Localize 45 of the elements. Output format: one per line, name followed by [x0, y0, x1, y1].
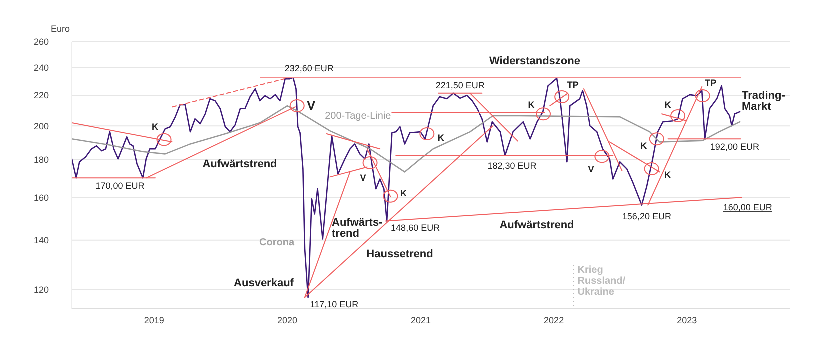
- annotation: 117,10 EUR: [310, 300, 360, 310]
- annotation: Aufwärtstrend: [500, 220, 574, 232]
- annotation: V: [360, 173, 366, 184]
- annotation: Ausverkauf: [234, 278, 294, 290]
- annotation: 156,20 EUR: [622, 211, 672, 222]
- annotation: 170,00 EUR: [96, 181, 146, 192]
- y-tick-label: 220: [34, 90, 50, 101]
- annotation: K: [400, 188, 408, 198]
- y-axis-title: Euro: [51, 24, 70, 34]
- y-tick-label: 120: [34, 284, 50, 295]
- annotation: Aufwärtstrend: [202, 158, 278, 170]
- annotation: 182,30 EUR: [488, 160, 538, 171]
- annotation: V: [588, 164, 594, 175]
- annotation: 192,00 EUR: [710, 142, 760, 152]
- annotation: K: [438, 133, 445, 144]
- annotation: K: [528, 100, 536, 110]
- annotation: K: [664, 170, 672, 180]
- x-tick-label: 2019: [144, 315, 164, 326]
- ref-line-label: Krieg Russland/ Ukraine: [578, 265, 626, 298]
- annotation: Haussetrend: [366, 248, 434, 260]
- series-label: 200-Tage-Linie: [325, 111, 392, 122]
- annotation: Trading- Markt: [742, 90, 786, 113]
- x-tick-label: 2023: [677, 315, 698, 326]
- annotation: 148,60 EUR: [391, 223, 441, 234]
- x-tick-label: 2020: [277, 315, 298, 326]
- y-tick-label: 140: [34, 236, 50, 246]
- annotation: Aufwärts- trend: [332, 217, 383, 240]
- annotation: Widerstandszone: [490, 56, 580, 68]
- y-tick-label: 200: [34, 121, 50, 132]
- annotation: Corona: [260, 238, 294, 248]
- x-tick-label: 2022: [544, 315, 564, 326]
- y-tick-label: 160: [34, 192, 50, 203]
- annotation: TP: [567, 80, 579, 90]
- annotation: V: [307, 98, 316, 114]
- y-tick-label: 180: [34, 155, 50, 166]
- annotation: 221,50 EUR: [436, 80, 486, 90]
- annotation: K: [152, 122, 160, 132]
- annotation: 160,00 EUR: [723, 202, 773, 213]
- annotation: K: [640, 141, 648, 152]
- y-tick-label: 260: [34, 37, 50, 48]
- annotation: 232,60 EUR: [284, 64, 334, 74]
- y-tick-label: 240: [34, 62, 50, 73]
- x-tick-label: 2021: [410, 315, 431, 326]
- annotation: K: [664, 100, 672, 110]
- annotation: TP: [705, 78, 717, 88]
